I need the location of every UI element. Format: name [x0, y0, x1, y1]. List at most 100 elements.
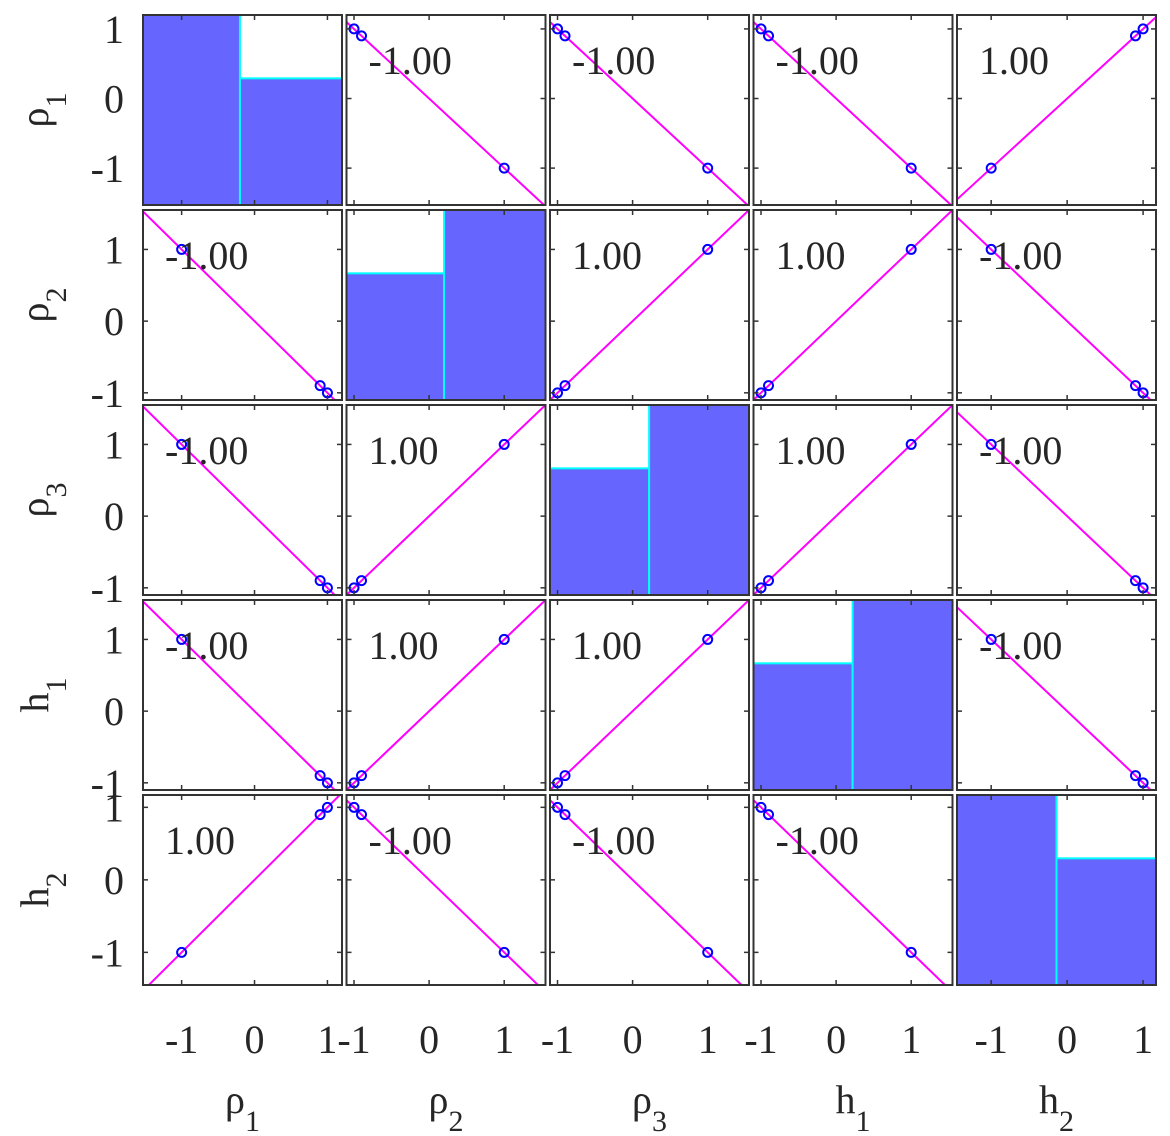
histogram-bar [648, 404, 750, 596]
panel [956, 794, 1157, 986]
panel: 1.00 [142, 794, 343, 986]
panel: -1.00 [549, 14, 750, 206]
y-tick-label: -1 [91, 930, 124, 975]
variable-subscript: 2 [40, 873, 73, 888]
correlation-label: -1.00 [165, 233, 248, 278]
histogram-bar [851, 599, 954, 791]
panel [142, 14, 343, 206]
panel-frame [345, 209, 547, 401]
scatter-point [702, 633, 714, 645]
x-tick-label: -1 [744, 1017, 777, 1062]
correlation-label: -1.00 [979, 233, 1062, 278]
scatter-point [559, 770, 571, 782]
histogram-bar [549, 467, 651, 597]
histogram-bar [238, 77, 343, 206]
variable-subscript: 1 [40, 678, 73, 693]
fit-line [957, 216, 1153, 400]
variable-name: ρ [632, 1077, 652, 1122]
y-tick-label: -1 [91, 566, 124, 611]
fit-line [346, 405, 546, 595]
panel [549, 404, 750, 597]
scatter-point [321, 801, 333, 813]
panel-frame [345, 794, 547, 986]
scatter-point [559, 380, 571, 392]
panel-frame [752, 209, 954, 401]
variable-name: h [836, 1077, 856, 1122]
panel: 1.00 [345, 599, 547, 791]
fit-line [753, 210, 953, 400]
scatter-point [176, 438, 188, 450]
scatter-point [985, 162, 997, 174]
panel: -1.00 [142, 209, 343, 401]
scatter-point [356, 30, 368, 42]
panel-frame [345, 14, 547, 206]
scatter-point [356, 575, 368, 587]
fit-line [550, 210, 749, 400]
correlation-label: 1.00 [369, 623, 439, 668]
x-tick-label: 0 [1057, 1017, 1077, 1062]
fit-line [957, 16, 1156, 201]
scatter-point [176, 633, 188, 645]
panel-frame [549, 14, 750, 206]
panel: 1.00 [549, 599, 750, 791]
fit-line [346, 799, 540, 985]
correlation-label: -1.00 [572, 818, 655, 863]
y-tick-label: 1 [104, 7, 124, 52]
correlation-label: -1.00 [369, 38, 452, 83]
scatter-point [498, 946, 510, 958]
panel: -1.00 [142, 599, 343, 791]
panel-frame [142, 209, 343, 401]
scatter-point [1129, 380, 1141, 392]
scatter-point [763, 575, 775, 587]
y-tick-label: -1 [91, 371, 124, 416]
variable-name: h [12, 693, 57, 713]
correlation-label: 1.00 [776, 233, 846, 278]
variable-name: h [1039, 1077, 1059, 1122]
correlation-label: -1.00 [165, 428, 248, 473]
scatter-point [763, 30, 775, 42]
scatter-point [702, 162, 714, 174]
correlation-label: 1.00 [572, 623, 642, 668]
panel-frame [752, 14, 954, 206]
fit-line [550, 21, 749, 205]
scatter-point [176, 946, 188, 958]
scatter-point [498, 633, 510, 645]
x-tick-label: 0 [623, 1017, 643, 1062]
variable-name: ρ [12, 498, 57, 518]
histogram-bar [345, 272, 446, 402]
scatter-point [905, 243, 917, 255]
x-tick-label: 1 [317, 1017, 337, 1062]
x-tick-label: 1 [494, 1017, 514, 1062]
panel: -1.00 [549, 794, 750, 986]
panel-frame [752, 404, 954, 596]
scatter-point [763, 809, 775, 821]
fit-line [550, 600, 749, 790]
x-tick-label: 1 [901, 1017, 921, 1062]
correlation-label: -1.00 [776, 38, 859, 83]
panel-frame [345, 404, 547, 596]
panel-frame [142, 14, 343, 206]
x-tick-label: 0 [419, 1017, 439, 1062]
fit-line [753, 799, 947, 985]
fit-line [346, 21, 546, 205]
panel: 1.00 [549, 209, 750, 401]
panel-frame [956, 599, 1157, 791]
x-axis-label: ρ2 [429, 1077, 464, 1136]
fit-line [143, 210, 337, 400]
panel: 1.00 [345, 404, 547, 596]
y-axis-label: h2 [12, 873, 73, 908]
variable-subscript: 3 [652, 1105, 667, 1136]
variable-subscript: 2 [448, 1105, 463, 1136]
fit-line [957, 411, 1153, 595]
panel-frame [956, 404, 1157, 596]
correlation-label: 1.00 [369, 428, 439, 473]
x-tick-label: 1 [1133, 1017, 1153, 1062]
panel-frame [345, 599, 547, 791]
correlation-label: -1.00 [572, 38, 655, 83]
scatter-point [176, 243, 188, 255]
scatter-point [498, 438, 510, 450]
variable-name: ρ [12, 108, 57, 128]
variable-name: ρ [429, 1077, 449, 1122]
panel-frame [549, 599, 750, 791]
